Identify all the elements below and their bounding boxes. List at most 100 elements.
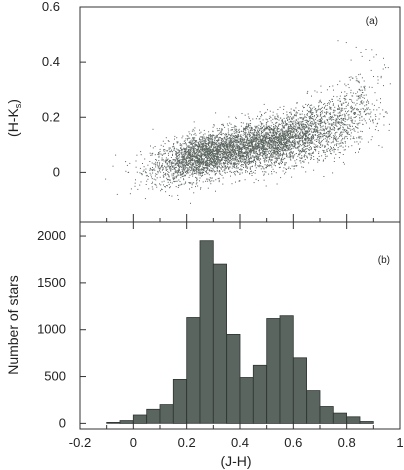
scatter-point [251, 139, 253, 141]
scatter-point [316, 129, 318, 131]
scatter-point [292, 156, 294, 158]
scatter-point [246, 155, 248, 157]
scatter-point [289, 137, 291, 139]
scatter-point [270, 154, 272, 156]
scatter-point [309, 112, 311, 114]
scatter-point [211, 177, 213, 179]
scatter-point [285, 142, 287, 143]
scatter-point [240, 160, 242, 162]
scatter-point [232, 165, 234, 167]
scatter-point [176, 159, 178, 161]
scatter-point [229, 143, 231, 145]
scatter-point [199, 146, 201, 148]
scatter-point [340, 107, 342, 109]
scatter-point [189, 162, 191, 164]
scatter-point [276, 142, 278, 144]
scatter-point [248, 150, 250, 152]
scatter-point [217, 153, 219, 155]
scatter-point [312, 131, 314, 133]
scatter-point [148, 188, 150, 190]
scatter-point [234, 159, 236, 161]
scatter-point [257, 145, 259, 147]
scatter-point [149, 168, 151, 170]
scatter-point [217, 146, 219, 148]
scatter-point [310, 121, 311, 123]
scatter-point [312, 118, 314, 120]
scatter-point [299, 113, 301, 115]
scatter-point [149, 161, 151, 162]
scatter-point [281, 154, 283, 156]
scatter-point [174, 138, 175, 140]
scatter-point [236, 154, 237, 156]
scatter-point [298, 122, 300, 123]
scatter-point [283, 147, 285, 149]
scatter-point [173, 165, 175, 167]
scatter-point [287, 115, 289, 117]
scatter-point [293, 130, 295, 132]
scatter-point [183, 156, 185, 158]
scatter-point [270, 160, 272, 162]
scatter-point [250, 123, 252, 125]
scatter-point [242, 122, 244, 124]
scatter-point [199, 156, 201, 158]
scatter-point [257, 142, 259, 143]
scatter-point [341, 131, 343, 133]
scatter-point [213, 170, 215, 172]
scatter-point [202, 161, 204, 163]
scatter-point [219, 152, 221, 154]
scatter-point [267, 121, 269, 122]
scatter-point [233, 146, 235, 148]
scatter-point [248, 139, 249, 141]
scatter-point [225, 146, 227, 148]
scatter-point [193, 155, 195, 157]
scatter-point [292, 136, 294, 138]
scatter-point [267, 127, 269, 129]
scatter-point [332, 139, 334, 141]
scatter-point [288, 147, 290, 149]
scatter-point [184, 171, 186, 173]
scatter-point [193, 166, 195, 168]
scatter-point [327, 119, 328, 121]
scatter-point [306, 120, 308, 122]
scatter-point [323, 138, 325, 140]
scatter-point [157, 153, 159, 155]
scatter-point [273, 149, 275, 151]
scatter-point [237, 167, 239, 169]
scatter-point [135, 166, 137, 168]
scatter-point [167, 158, 169, 160]
scatter-point [302, 150, 304, 152]
scatter-point [297, 134, 299, 136]
scatter-point [309, 143, 311, 144]
scatter-point [275, 165, 276, 167]
scatter-point [283, 127, 285, 129]
scatter-point [276, 136, 278, 138]
scatter-point [246, 157, 247, 158]
scatter-point [185, 152, 187, 154]
scatter-point [227, 148, 229, 150]
scatter-point [273, 128, 275, 130]
scatter-point [190, 148, 192, 150]
scatter-point [277, 115, 279, 117]
scatter-point [173, 159, 175, 161]
scatter-point [188, 160, 189, 162]
scatter-point [174, 181, 175, 183]
scatter-point [276, 157, 278, 159]
scatter-point [295, 153, 297, 154]
scatter-point [274, 150, 276, 152]
scatter-point [265, 149, 266, 151]
scatter-point [213, 163, 215, 165]
scatter-point [188, 131, 190, 133]
scatter-point [238, 136, 240, 138]
scatter-point [278, 144, 280, 146]
scatter-point [186, 146, 188, 148]
scatter-point [215, 162, 217, 164]
scatter-point [279, 106, 281, 108]
scatter-point [248, 125, 249, 127]
scatter-point [236, 135, 238, 137]
scatter-point [195, 150, 197, 151]
scatter-point [268, 161, 269, 163]
scatter-point [170, 181, 172, 183]
scatter-point [289, 145, 291, 147]
scatter-point [161, 154, 163, 156]
scatter-point [191, 182, 193, 184]
